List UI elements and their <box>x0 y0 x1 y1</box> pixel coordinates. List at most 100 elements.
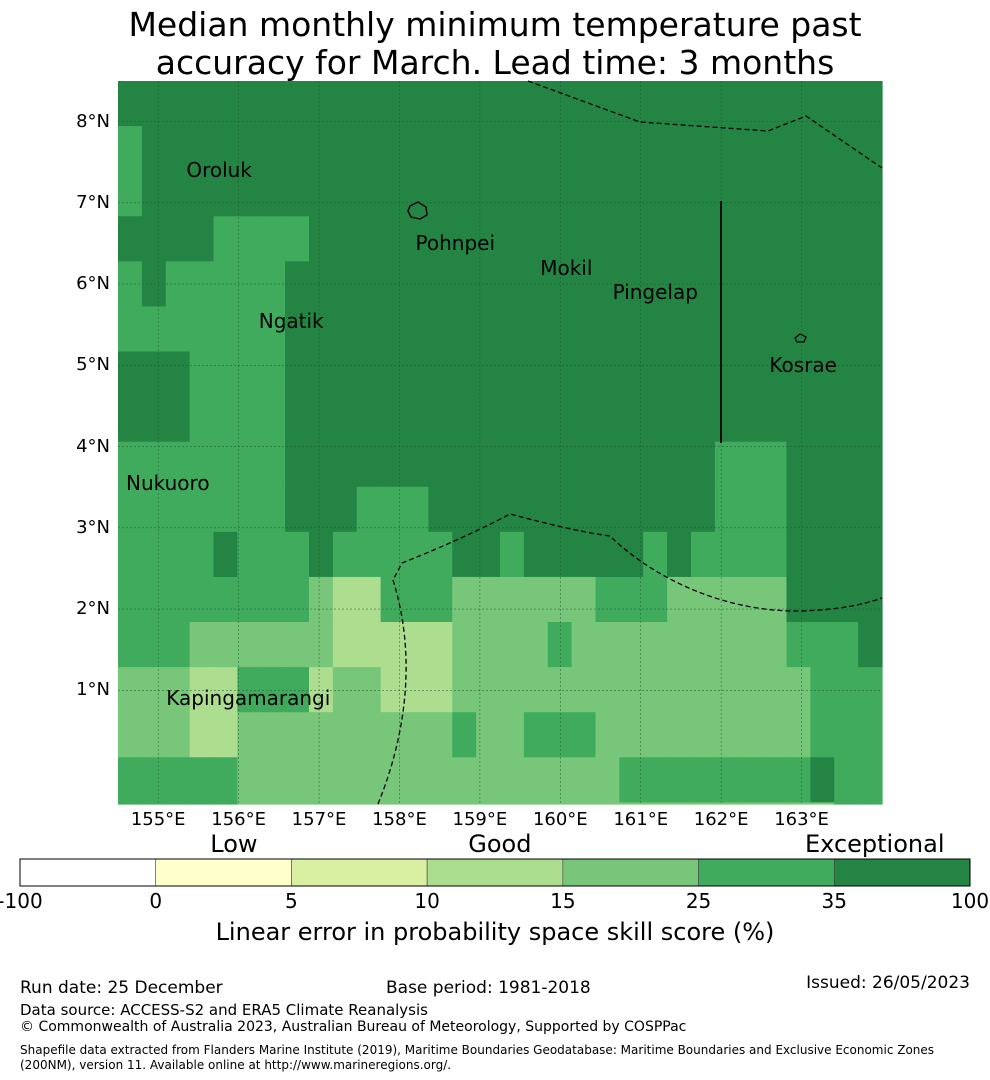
skill-cell <box>667 712 692 758</box>
skill-cell <box>141 171 167 217</box>
skill-cell <box>834 306 859 353</box>
skill-cell <box>332 396 358 443</box>
skill-cell <box>452 486 477 533</box>
skill-cell <box>285 486 310 533</box>
colorbar-bin <box>291 858 428 887</box>
skill-cell <box>332 351 358 398</box>
skill-cell <box>691 441 716 488</box>
skill-cell <box>714 757 740 803</box>
skill-cell <box>643 667 668 713</box>
skill-cell <box>858 622 883 668</box>
skill-cell <box>404 712 429 758</box>
skill-cell <box>404 531 429 578</box>
skill-cell <box>476 486 501 533</box>
skill-cell <box>834 351 859 398</box>
skill-cell <box>332 757 358 803</box>
skill-cell <box>428 622 453 668</box>
skill-cell <box>452 81 477 127</box>
skill-cell <box>595 441 620 488</box>
skill-cell <box>571 531 597 578</box>
skill-cell <box>285 667 310 713</box>
skill-cell <box>380 396 406 443</box>
skill-cell <box>762 757 788 803</box>
skill-cell <box>762 486 788 533</box>
skill-cell <box>571 441 597 488</box>
skill-cell <box>452 712 477 758</box>
skill-cell <box>476 531 501 578</box>
skill-cell <box>667 531 692 578</box>
skill-cell <box>858 216 883 262</box>
skill-cell <box>691 576 716 623</box>
skill-cell <box>762 81 788 127</box>
skill-cell <box>500 351 525 398</box>
skill-cell <box>595 667 620 713</box>
colorbar-bin <box>698 858 835 887</box>
skill-cell <box>714 351 740 398</box>
skill-cell <box>738 576 764 623</box>
longitude-tick-label: 157°E <box>291 809 347 830</box>
skill-cell <box>309 306 334 353</box>
skill-cell <box>858 351 883 398</box>
skill-cell <box>523 576 549 623</box>
skill-cell <box>810 216 835 262</box>
skill-cell <box>500 802 525 805</box>
skill-cell <box>356 216 382 262</box>
skill-cell <box>380 81 406 127</box>
skill-cell <box>619 126 644 172</box>
skill-cell <box>356 802 382 805</box>
skill-cell <box>691 757 716 803</box>
skill-cell <box>309 757 334 803</box>
skill-cell <box>118 216 143 262</box>
skill-cell <box>476 622 501 668</box>
skill-cell <box>141 576 167 623</box>
skill-cell <box>500 306 525 353</box>
skill-cell <box>165 667 191 713</box>
skill-cell <box>547 126 573 172</box>
skill-cell <box>714 396 740 443</box>
skill-cell <box>380 441 406 488</box>
skill-cell <box>786 351 811 398</box>
skill-cell <box>213 486 238 533</box>
skill-cell <box>380 351 406 398</box>
skill-cell <box>714 802 740 805</box>
skill-cell <box>165 216 191 262</box>
skill-cell <box>428 351 453 398</box>
skill-cell <box>858 126 883 172</box>
skill-cell <box>667 351 692 398</box>
skill-cell <box>714 171 740 217</box>
skill-cell <box>500 757 525 803</box>
skill-cell <box>738 81 764 127</box>
skill-cell <box>404 576 429 623</box>
skill-cell <box>332 576 358 623</box>
skill-cell <box>213 171 238 217</box>
place-label: Oroluk <box>186 158 252 183</box>
skill-cell <box>309 396 334 443</box>
skill-cell <box>691 486 716 533</box>
eez-boundaries <box>377 80 883 805</box>
colorbar-tick-label: 10 <box>414 889 440 913</box>
skill-cell <box>738 216 764 262</box>
skill-cell <box>213 667 238 713</box>
skill-cell <box>428 396 453 443</box>
skill-cell <box>858 171 883 217</box>
colorbar-frame <box>19 858 971 887</box>
skill-cell <box>762 396 788 443</box>
skill-cell <box>285 351 310 398</box>
skill-cell <box>547 712 573 758</box>
skill-cell <box>261 441 286 488</box>
skill-cell <box>523 802 549 805</box>
skill-cell <box>189 81 215 127</box>
skill-cell <box>500 576 525 623</box>
skill-cell <box>571 622 597 668</box>
skill-cell <box>118 622 143 668</box>
skill-cell <box>309 802 334 805</box>
skill-cell <box>786 802 811 805</box>
issued-date: Issued: 26/05/2023 <box>806 973 970 993</box>
skill-cell <box>691 81 716 127</box>
skill-cell <box>547 81 573 127</box>
skill-cell <box>141 622 167 668</box>
skill-cell <box>523 531 549 578</box>
skill-cell <box>356 441 382 488</box>
skill-cell <box>667 576 692 623</box>
skill-cell <box>213 531 238 578</box>
